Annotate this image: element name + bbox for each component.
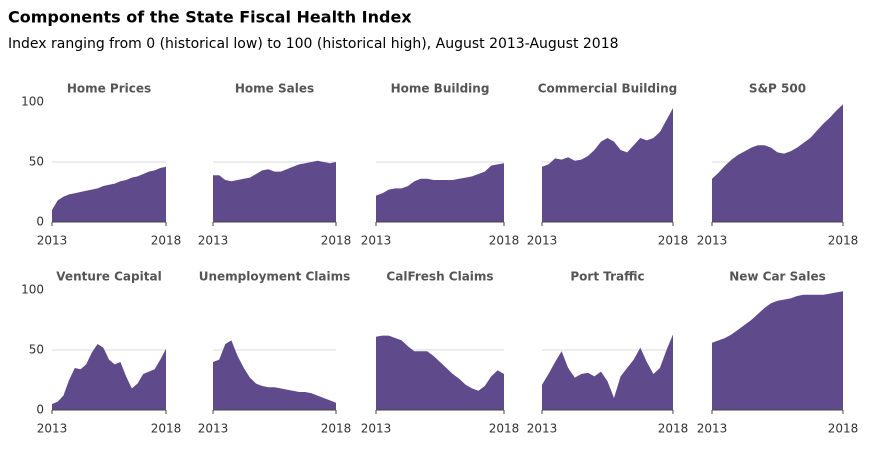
x-tick-label: 2018 xyxy=(151,422,182,436)
x-tick-label: 2013 xyxy=(37,422,68,436)
x-tick-label: 2013 xyxy=(37,234,68,248)
x-tick-label: 2013 xyxy=(198,422,229,436)
x-tick-label: 2013 xyxy=(527,234,558,248)
y-tick-label: 100 xyxy=(21,95,44,109)
chart-title: Components of the State Fiscal Health In… xyxy=(8,8,412,27)
x-tick-label: 2018 xyxy=(321,234,352,248)
x-tick-label: 2013 xyxy=(697,422,728,436)
area xyxy=(712,104,843,222)
y-tick-label: 100 xyxy=(21,283,44,297)
x-tick-label: 2018 xyxy=(828,422,859,436)
x-tick-label: 2018 xyxy=(489,234,520,248)
area xyxy=(376,335,504,410)
y-tick-label: 0 xyxy=(36,215,44,229)
panel-title: Venture Capital xyxy=(56,270,161,284)
x-tick-label: 2018 xyxy=(658,422,689,436)
panel-title: Home Building xyxy=(391,82,490,96)
panel-title: Commercial Building xyxy=(538,82,677,96)
area xyxy=(213,340,336,410)
x-tick-label: 2018 xyxy=(828,234,859,248)
x-tick-label: 2013 xyxy=(361,422,392,436)
x-tick-label: 2013 xyxy=(361,234,392,248)
chart-subtitle: Index ranging from 0 (historical low) to… xyxy=(8,36,619,52)
panel-title: Unemployment Claims xyxy=(199,270,351,284)
y-tick-label: 50 xyxy=(29,155,44,169)
x-tick-label: 2018 xyxy=(658,234,689,248)
area xyxy=(52,166,166,222)
panel-title: New Car Sales xyxy=(729,270,826,284)
area xyxy=(712,291,843,410)
panel-title: CalFresh Claims xyxy=(386,270,493,284)
x-tick-label: 2013 xyxy=(527,422,558,436)
panel-title: S&P 500 xyxy=(749,82,806,96)
y-tick-label: 50 xyxy=(29,343,44,357)
panel-title: Port Traffic xyxy=(570,270,644,284)
x-tick-label: 2013 xyxy=(198,234,229,248)
area xyxy=(376,163,504,222)
x-tick-label: 2018 xyxy=(151,234,182,248)
panel-title: Home Sales xyxy=(235,82,314,96)
x-tick-label: 2018 xyxy=(489,422,520,436)
area xyxy=(52,344,166,410)
x-tick-label: 2018 xyxy=(321,422,352,436)
area xyxy=(542,108,673,222)
x-tick-label: 2013 xyxy=(697,234,728,248)
area xyxy=(542,334,673,410)
panel-title: Home Prices xyxy=(67,82,151,96)
y-tick-label: 0 xyxy=(36,403,44,417)
area xyxy=(213,160,336,222)
